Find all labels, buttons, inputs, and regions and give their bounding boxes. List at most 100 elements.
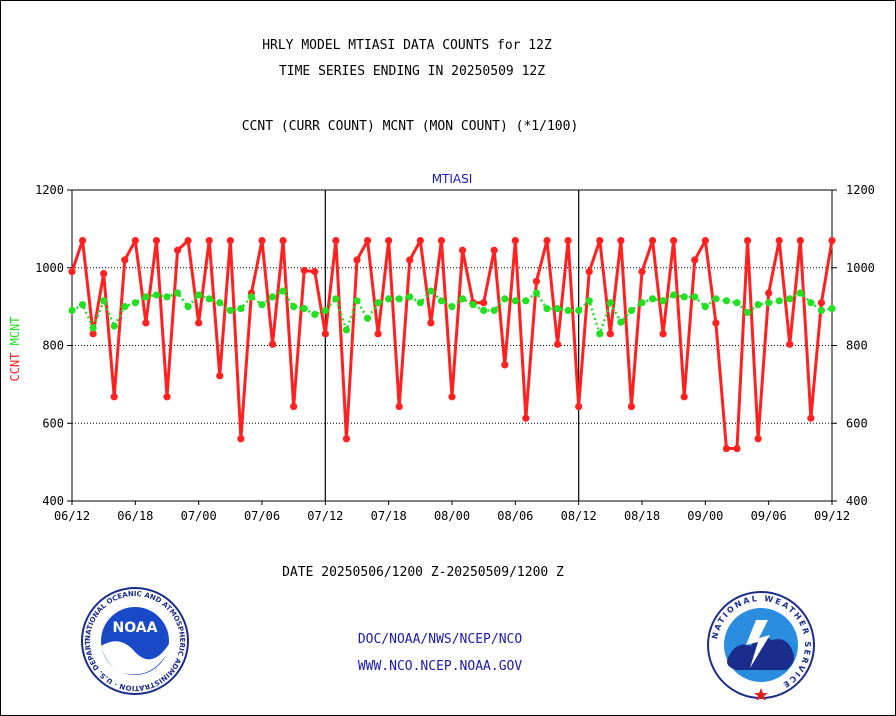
- mcnt-point: [216, 299, 224, 307]
- mcnt-point: [617, 318, 625, 326]
- y-tick-label-right: 600: [846, 416, 868, 430]
- mcnt-point: [532, 289, 541, 297]
- mcnt-point: [353, 297, 361, 305]
- ccnt-point: [268, 340, 277, 348]
- x-tick-label: 08/06: [497, 509, 533, 523]
- mcnt-point: [775, 297, 783, 305]
- ccnt-point: [311, 268, 319, 276]
- mcnt-point: [363, 314, 372, 322]
- ccnt-point: [416, 236, 424, 245]
- agency-link[interactable]: DOC/NOAA/NWS/NCEP/NCO: [357, 632, 523, 647]
- ccnt-point: [807, 414, 815, 422]
- mcnt-point: [511, 297, 519, 305]
- ccnt-point: [395, 402, 403, 411]
- ccnt-point: [775, 236, 783, 245]
- ccnt-point: [828, 236, 836, 245]
- mcnt-point: [564, 306, 572, 315]
- ccnt-point: [173, 246, 182, 254]
- mcnt-point: [648, 295, 657, 303]
- mcnt-point: [131, 299, 139, 307]
- mcnt-point: [522, 297, 530, 305]
- mcnt-point: [659, 297, 667, 305]
- y-tick-label-right: 800: [846, 339, 868, 353]
- ccnt-point: [627, 402, 636, 411]
- y-tick-label-right: 400: [846, 494, 868, 508]
- chart-title-line1: HRLY MODEL MTIASI DATA COUNTS for 12Z: [262, 38, 552, 53]
- y-axis-label: CCNT MCNT: [8, 316, 22, 381]
- mcnt-point: [237, 304, 245, 313]
- ccnt-point: [648, 236, 657, 245]
- ccnt-point: [553, 340, 562, 348]
- mcnt-point: [385, 295, 393, 303]
- x-tick-label: 09/00: [687, 509, 723, 523]
- mcnt-point: [395, 295, 403, 303]
- mcnt-point: [416, 299, 424, 307]
- mcnt-point: [100, 297, 108, 305]
- ccnt-point: [121, 256, 129, 264]
- x-tick-label: 09/12: [814, 509, 850, 523]
- mcnt-point: [733, 299, 741, 307]
- mcnt-point: [680, 293, 688, 301]
- mcnt-point: [300, 304, 308, 313]
- mcnt-point: [469, 301, 477, 309]
- ccnt-point: [163, 393, 171, 401]
- mcnt-point: [575, 306, 583, 315]
- x-tick-label: 07/06: [244, 509, 280, 523]
- mcnt-point: [152, 291, 161, 299]
- ccnt-point: [754, 435, 762, 443]
- ccnt-point: [712, 319, 720, 327]
- mcnt-point: [332, 295, 340, 303]
- ccnt-point: [458, 246, 467, 254]
- y-axis-label-ccnt: CCNT: [8, 353, 22, 382]
- time-series-chart: MTIASI 400 400 600 600 800 800 1000 1000 1200 1200…: [8, 172, 875, 523]
- ccnt-point: [490, 246, 498, 254]
- x-tick-label: 07/18: [371, 509, 407, 523]
- x-tick-label: 07/00: [181, 509, 217, 523]
- mcnt-point: [321, 306, 329, 315]
- ccnt-point: [89, 330, 97, 338]
- mcnt-point: [226, 306, 234, 315]
- noaa-logo-text: NOAA: [113, 620, 158, 636]
- ccnt-point: [701, 236, 709, 245]
- ccnt-point: [321, 330, 329, 338]
- ccnt-point: [290, 402, 298, 411]
- y-tick-label-left: 1000: [35, 261, 64, 275]
- x-tick-label: 07/12: [307, 509, 343, 523]
- ccnt-point: [78, 236, 87, 245]
- mcnt-point: [701, 303, 709, 311]
- mcnt-point: [596, 330, 604, 338]
- ccnt-point: [585, 268, 593, 276]
- y-tick-label-right: 1000: [846, 261, 875, 275]
- mcnt-point: [437, 297, 446, 305]
- mcnt-point: [638, 299, 646, 307]
- mcnt-point: [374, 299, 382, 307]
- ccnt-point: [659, 330, 667, 338]
- ccnt-point: [638, 268, 646, 276]
- mcnt-point: [342, 326, 351, 334]
- mcnt-point: [691, 293, 699, 301]
- ccnt-point: [617, 236, 625, 245]
- mcnt-point: [448, 303, 456, 311]
- ccnt-point: [216, 372, 224, 380]
- ccnt-point: [131, 236, 139, 245]
- ccnt-point: [722, 444, 731, 453]
- mcnt-point: [754, 301, 762, 309]
- x-tick-label: 06/18: [117, 509, 153, 523]
- mcnt-point: [722, 297, 731, 305]
- mcnt-point: [427, 287, 435, 295]
- ccnt-point: [670, 236, 678, 245]
- ccnt-point: [733, 444, 741, 453]
- noaa-logo-icon: NATIONAL OCEANIC AND ATMOSPHERIC ADMINIS…: [80, 586, 189, 695]
- mcnt-point: [817, 306, 826, 315]
- ccnt-point: [258, 236, 266, 245]
- website-link[interactable]: WWW.NCO.NCEP.NOAA.GOV: [357, 659, 523, 674]
- mcnt-point: [606, 299, 614, 307]
- ccnt-point: [480, 299, 488, 307]
- mcnt-point: [173, 289, 182, 297]
- mcnt-point: [68, 306, 76, 315]
- series-line-ccnt: [70, 239, 834, 451]
- date-range: DATE 20250506/1200 Z-20250509/1200 Z: [282, 565, 564, 580]
- ccnt-point: [110, 393, 118, 401]
- ccnt-point: [300, 266, 308, 275]
- mcnt-point: [142, 293, 150, 301]
